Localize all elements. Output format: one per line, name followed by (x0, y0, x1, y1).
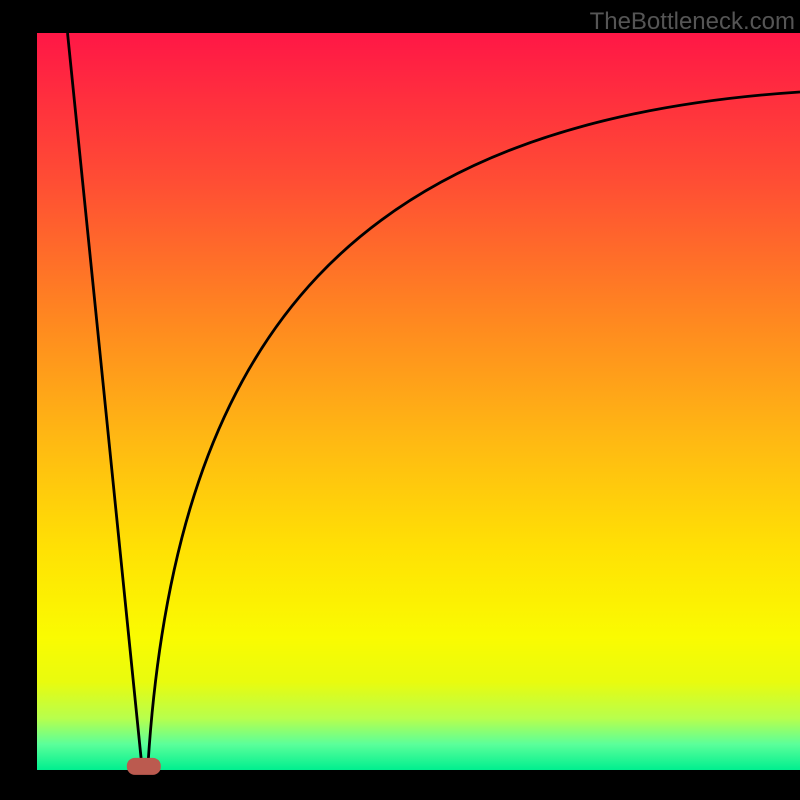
bottleneck-marker (127, 758, 161, 775)
chart-svg (0, 0, 800, 800)
chart-container: TheBottleneck.com (0, 0, 800, 800)
plot-background (37, 33, 800, 770)
watermark-text: TheBottleneck.com (590, 8, 795, 36)
